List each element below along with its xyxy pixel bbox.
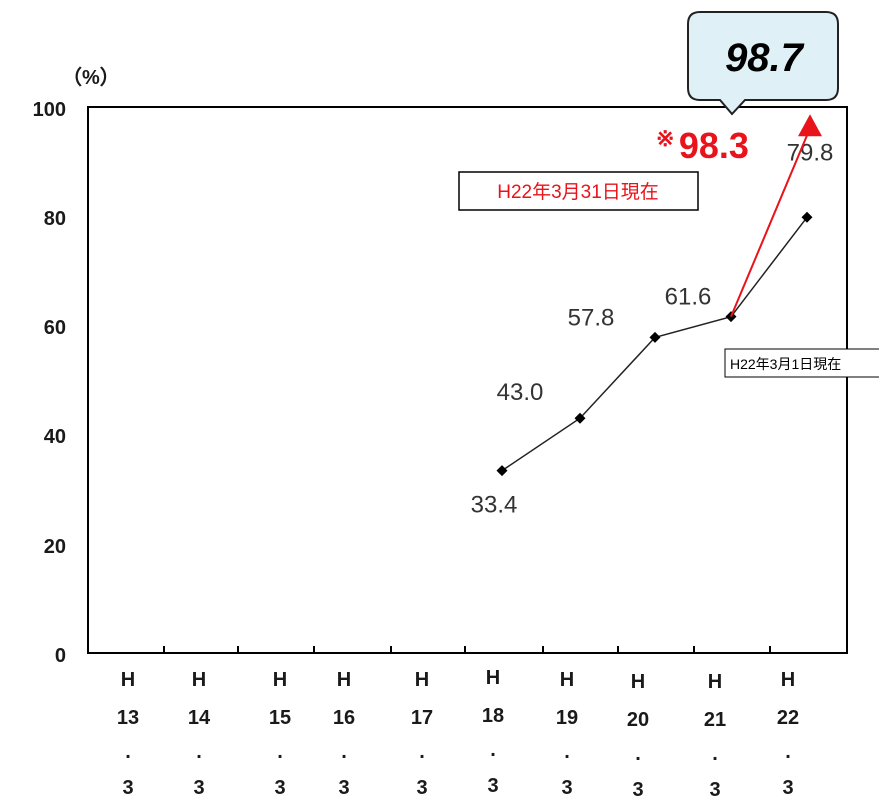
x-category-month: 3 xyxy=(561,777,572,799)
data-label: 43.0 xyxy=(497,379,544,406)
x-category-year: 20 xyxy=(627,709,649,731)
x-category-month: 3 xyxy=(416,777,427,799)
x-category-dot: . xyxy=(635,743,641,765)
y-tick-label: 0 xyxy=(55,645,66,667)
x-category-dot: . xyxy=(564,741,570,763)
x-category-year: 17 xyxy=(411,707,433,729)
x-category-era: H xyxy=(560,669,574,691)
x-category-era: H xyxy=(781,669,795,691)
x-category-month: 3 xyxy=(193,777,204,799)
x-category-month: 3 xyxy=(782,777,793,799)
x-category-year: 19 xyxy=(556,707,578,729)
point-note-text: H22年3月1日現在 xyxy=(730,356,841,372)
y-tick-label: 80 xyxy=(44,208,66,230)
x-category-dot: . xyxy=(712,743,718,765)
data-label: 57.8 xyxy=(568,304,615,331)
series-polyline xyxy=(501,216,808,472)
x-category-month: 3 xyxy=(122,777,133,799)
highlight-note-box: H22年3月31日現在 xyxy=(458,171,699,211)
x-category-dot: . xyxy=(419,741,425,763)
x-category-era: H xyxy=(415,669,429,691)
highlight-arrow xyxy=(730,127,811,318)
data-label: 79.8 xyxy=(787,139,834,166)
x-category-year: 22 xyxy=(777,707,799,729)
highlight-value: 98.3 xyxy=(679,125,749,166)
data-point xyxy=(574,412,586,424)
y-tick-labels: 100 80 60 40 20 0 xyxy=(33,99,66,667)
data-point xyxy=(649,331,661,343)
x-category-month: 3 xyxy=(274,777,285,799)
x-category-era: H xyxy=(121,669,135,691)
point-note-box: H22年3月1日現在 xyxy=(724,348,879,378)
series-line xyxy=(496,211,813,477)
x-category-era: H xyxy=(631,671,645,693)
data-point xyxy=(496,465,508,477)
x-category-era: H xyxy=(273,669,287,691)
plot-frame xyxy=(87,106,848,654)
x-category-labels: H 13 . 3 H 14 . 3 H 15 . 3 H 16 . 3 H 17… xyxy=(117,667,799,801)
x-category-month: 3 xyxy=(338,777,349,799)
x-category-month: 3 xyxy=(632,779,643,801)
y-tick-label: 60 xyxy=(44,317,66,339)
highlight-asterisk: ※ xyxy=(656,126,674,151)
y-tick-label: 100 xyxy=(33,99,66,121)
x-category-dot: . xyxy=(490,739,496,761)
y-tick-label: 40 xyxy=(44,426,66,448)
data-labels: 33.4 43.0 57.8 61.6 79.8 xyxy=(471,139,834,518)
data-label: 33.4 xyxy=(471,492,518,519)
x-category-dot: . xyxy=(196,741,202,763)
x-category-dot: . xyxy=(785,741,791,763)
x-category-year: 21 xyxy=(704,709,726,731)
x-category-year: 14 xyxy=(188,707,211,729)
data-point xyxy=(801,211,813,223)
highlight-arrowhead xyxy=(798,114,822,137)
x-category-era: H xyxy=(337,669,351,691)
x-category-era: H xyxy=(192,669,206,691)
x-category-year: 13 xyxy=(117,707,139,729)
highlight-value-label: ※ 98.3 xyxy=(656,125,749,166)
callout-value: 98.7 xyxy=(725,36,805,80)
x-category-year: 16 xyxy=(333,707,355,729)
x-tick-marks xyxy=(163,646,771,653)
data-label: 61.6 xyxy=(665,284,712,311)
y-tick-label: 20 xyxy=(44,536,66,558)
x-category-dot: . xyxy=(277,741,283,763)
highlight-note-text: H22年3月31日現在 xyxy=(497,181,659,203)
callout-bubble: 98.7 xyxy=(687,11,839,116)
x-category-era: H xyxy=(708,671,722,693)
x-category-dot: . xyxy=(341,741,347,763)
x-category-month: 3 xyxy=(709,779,720,801)
x-category-month: 3 xyxy=(487,775,498,797)
x-category-era: H xyxy=(486,667,500,689)
x-category-year: 18 xyxy=(482,705,504,727)
x-category-dot: . xyxy=(125,741,131,763)
x-category-year: 15 xyxy=(269,707,291,729)
y-axis-unit-label: （%） xyxy=(62,66,120,89)
